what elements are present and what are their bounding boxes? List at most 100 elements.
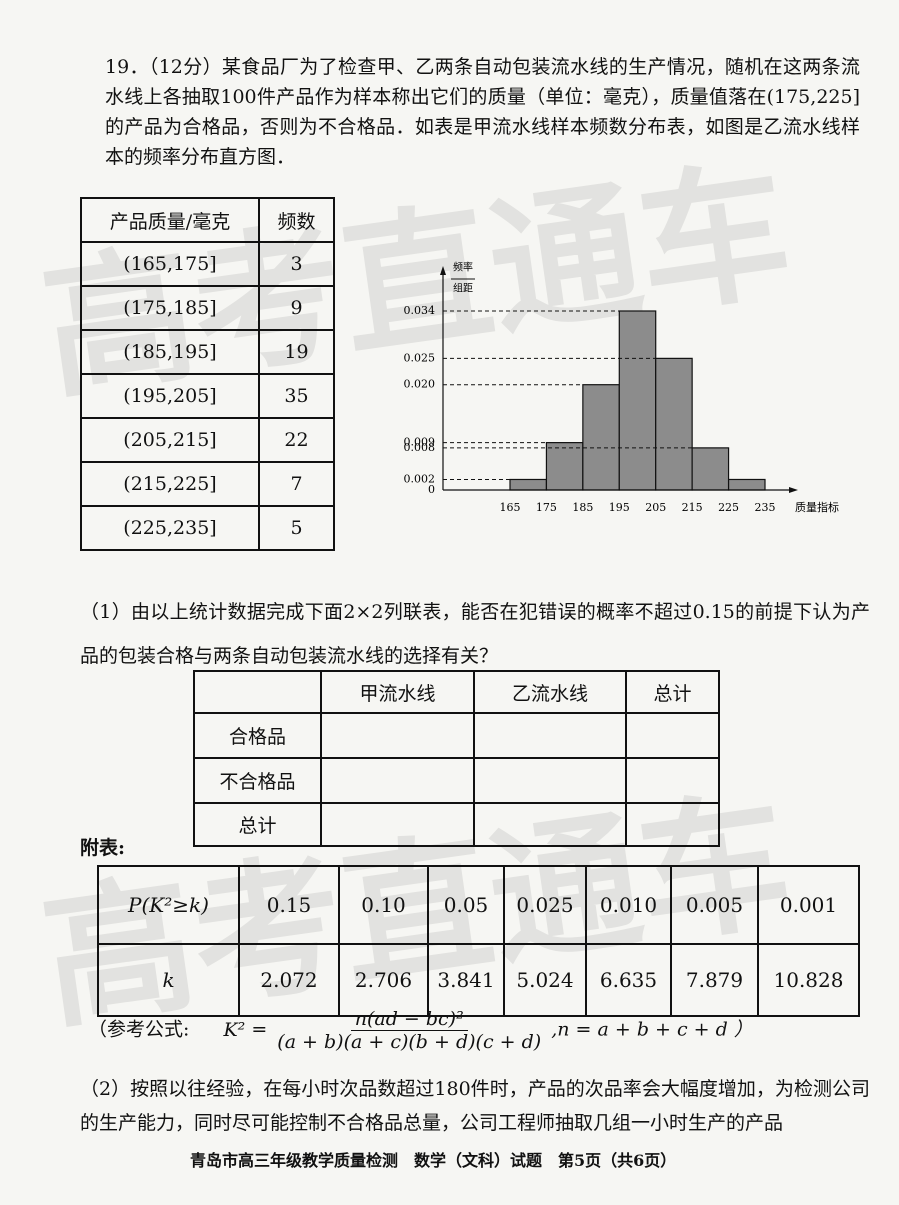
y-tick-label: 0.002 (404, 472, 436, 485)
table-row: P(K²≥k) 0.15 0.10 0.05 0.025 0.010 0.005 0.001 (97, 865, 860, 945)
table-cell: 10.828 (757, 943, 860, 1017)
frequency-table: 产品质量/毫克 频数 (165,175] 3 (175,185] 9 (185,195] 19… (80, 197, 335, 551)
table-cell: 2.706 (338, 943, 429, 1017)
row-header: P(K²≥k) (97, 865, 240, 945)
table-cell: 0.10 (338, 865, 429, 945)
table-row: (205,215] 22 (80, 417, 335, 463)
table-cell: (165,175] (80, 241, 260, 287)
header-cell: 乙流水线 (473, 670, 627, 714)
table-row: (185,195] 19 (80, 329, 335, 375)
header-cell: 产品质量/毫克 (80, 197, 260, 243)
formula-fraction: n(ad − bc)² (a + b)(a + c)(b + d)(c + d) (273, 1008, 545, 1053)
empty-cell (193, 670, 322, 714)
table-cell: 0.15 (238, 865, 340, 945)
table-cell: (205,215] (80, 417, 260, 463)
table-cell: 2.072 (238, 943, 340, 1017)
table-cell: (195,205] (80, 373, 260, 419)
table-row: 总计 (193, 802, 720, 847)
y-tick-label: 0 (428, 483, 435, 496)
appendix-table: P(K²≥k) 0.15 0.10 0.05 0.025 0.010 0.005 0.001 k… (97, 865, 860, 1017)
header-cell: 频数 (258, 197, 335, 243)
table-cell: 0.010 (585, 865, 672, 945)
formula-numerator: n(ad − bc)² (350, 1008, 468, 1031)
row-header: 总计 (193, 802, 322, 847)
formula-equals: = (251, 1018, 274, 1041)
table-row: k 2.072 2.706 3.841 5.024 6.635 7.879 10.828 (97, 943, 860, 1017)
table-cell: (215,225] (80, 461, 260, 507)
contingency-table: 甲流水线 乙流水线 总计 合格品 不合格品 总计 (193, 670, 720, 847)
table-cell: 5.024 (503, 943, 587, 1017)
table-cell: 7 (258, 461, 335, 507)
bar (727, 478, 766, 491)
x-tick-label: 235 (755, 501, 776, 514)
table-row: 不合格品 (193, 757, 720, 804)
y-axis-label: 频率 (453, 261, 473, 274)
x-tick-label: 205 (645, 501, 666, 514)
formula-denominator: (a + b)(a + c)(b + d)(c + d) (277, 1031, 542, 1053)
x-tick-label: 215 (682, 501, 703, 514)
row-header: 合格品 (193, 712, 322, 759)
empty-cell (625, 712, 720, 759)
table-row: 合格品 (193, 712, 720, 759)
table-row: (195,205] 35 (80, 373, 335, 419)
table-cell: 6.635 (585, 943, 672, 1017)
table-row: (215,225] 7 (80, 461, 335, 507)
x-tick-label: 185 (572, 501, 593, 514)
empty-cell (320, 712, 475, 759)
formula-lhs: K² (223, 1018, 246, 1041)
y-axis-arrow (440, 266, 446, 275)
x-tick-label: 175 (536, 501, 557, 514)
bar (691, 447, 730, 491)
table-row: 产品质量/毫克 频数 (80, 197, 335, 243)
table-cell: 0.001 (757, 865, 860, 945)
table-cell: (225,235] (80, 505, 260, 551)
table-cell: (175,185] (80, 285, 260, 331)
table-cell: 0.005 (670, 865, 759, 945)
y-tick-label: 0.008 (404, 441, 436, 454)
formula: （参考公式: K² = n(ad − bc)² (a + b)(a + c)(b… (88, 1008, 753, 1053)
row-header: 不合格品 (193, 757, 322, 804)
table-row: (225,235] 5 (80, 505, 335, 551)
y-tick-label: 0.025 (404, 351, 436, 364)
part1-text: （1）由以上统计数据完成下面2×2列联表，能否在犯错误的概率不超过0.15的前提… (80, 601, 870, 667)
question-text: 19．（12分）某食品厂为了检查甲、乙两条自动包装流水线的生产情况，随机在这两条… (105, 56, 860, 168)
y-tick-label: 0.009 (404, 436, 436, 449)
appendix-title: 附表: (80, 837, 126, 859)
table-row: (175,185] 9 (80, 285, 335, 331)
empty-cell (473, 757, 627, 804)
table-cell: 9 (258, 285, 335, 331)
header-cell: 甲流水线 (320, 670, 475, 714)
table-cell: 5 (258, 505, 335, 551)
table-cell: (185,195] (80, 329, 260, 375)
header-cell: 总计 (625, 670, 720, 714)
footer: 青岛市高三年级教学质量检测 数学（文科）试题 第5页（共6页） (190, 1151, 677, 1170)
empty-cell (320, 802, 475, 847)
empty-cell (320, 757, 475, 804)
row-header: k (97, 943, 240, 1017)
table-cell: 22 (258, 417, 335, 463)
x-tick-label: 165 (500, 501, 521, 514)
table-cell: 0.05 (427, 865, 505, 945)
bar (582, 384, 620, 491)
table-cell: 7.879 (670, 943, 759, 1017)
table-cell: 0.025 (503, 865, 587, 945)
x-axis-arrow (789, 487, 798, 493)
empty-cell (625, 802, 720, 847)
formula-suffix: ,n = a + b + c + d ） (551, 1018, 753, 1041)
y-tick-label: 0.034 (404, 304, 436, 317)
table-row: (165,175] 3 (80, 241, 335, 287)
bar (509, 478, 548, 491)
x-tick-label: 225 (718, 501, 739, 514)
empty-cell (473, 712, 627, 759)
formula-prefix: （参考公式: (88, 1018, 190, 1041)
empty-cell (473, 802, 627, 847)
y-axis-label: 组距 (453, 282, 473, 295)
table-cell: 19 (258, 329, 335, 375)
bar (618, 310, 657, 491)
x-tick-label: 195 (609, 501, 630, 514)
y-tick-label: 0.020 (404, 378, 436, 391)
table-cell: 3.841 (427, 943, 505, 1017)
table-row: 甲流水线 乙流水线 总计 (193, 670, 720, 714)
bar (655, 357, 693, 491)
